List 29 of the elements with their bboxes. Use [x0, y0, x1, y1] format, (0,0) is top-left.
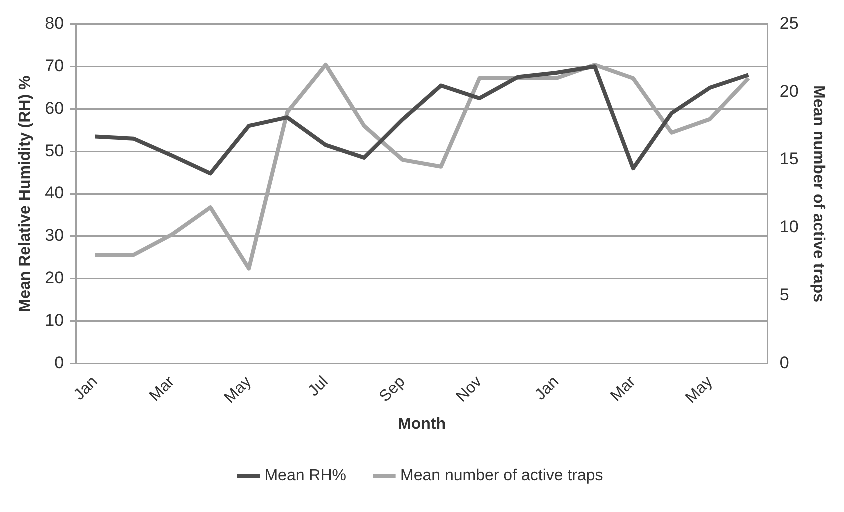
y2-tick-label: 5	[780, 286, 790, 305]
y-tick-label: 30	[45, 226, 64, 246]
y2-tick-label: 25	[780, 14, 799, 33]
y-tick-label: 70	[45, 56, 64, 76]
y-tick-label: 20	[45, 268, 64, 288]
x-tick-label: Mar	[146, 373, 179, 406]
y-tick-label: 60	[45, 98, 64, 118]
x-tick-label: Jan	[532, 374, 562, 404]
y2-tick-label: 10	[780, 218, 799, 237]
y-tick-label: 50	[45, 141, 64, 160]
x-tick-label: Mar	[608, 373, 640, 406]
y2-tick-label: 15	[780, 150, 799, 169]
x-tick-label: Jan	[71, 374, 102, 404]
y-tick-label: 0	[54, 354, 64, 373]
y-tick-label: 10	[45, 311, 64, 330]
legend-label: Mean RH%	[264, 467, 347, 484]
x-tick-label: Nov	[453, 374, 486, 406]
legend-label: Mean number of active traps	[400, 467, 604, 484]
y-tick-label: 40	[45, 184, 64, 203]
x-tick-label: May	[682, 374, 716, 407]
x-tick-label: May	[222, 374, 255, 407]
y2-tick-label: 20	[780, 82, 799, 101]
y2-axis-title: Mean number of active traps	[810, 86, 827, 303]
x-tick-label: Sep	[376, 373, 409, 406]
y-axis-title: Mean Relative Humidity (RH) %	[17, 76, 34, 312]
x-axis-title: Month	[398, 416, 446, 433]
y-tick-label: 80	[45, 14, 64, 33]
y2-tick-label: 0	[780, 354, 790, 373]
x-tick-label: Jul	[305, 374, 332, 400]
